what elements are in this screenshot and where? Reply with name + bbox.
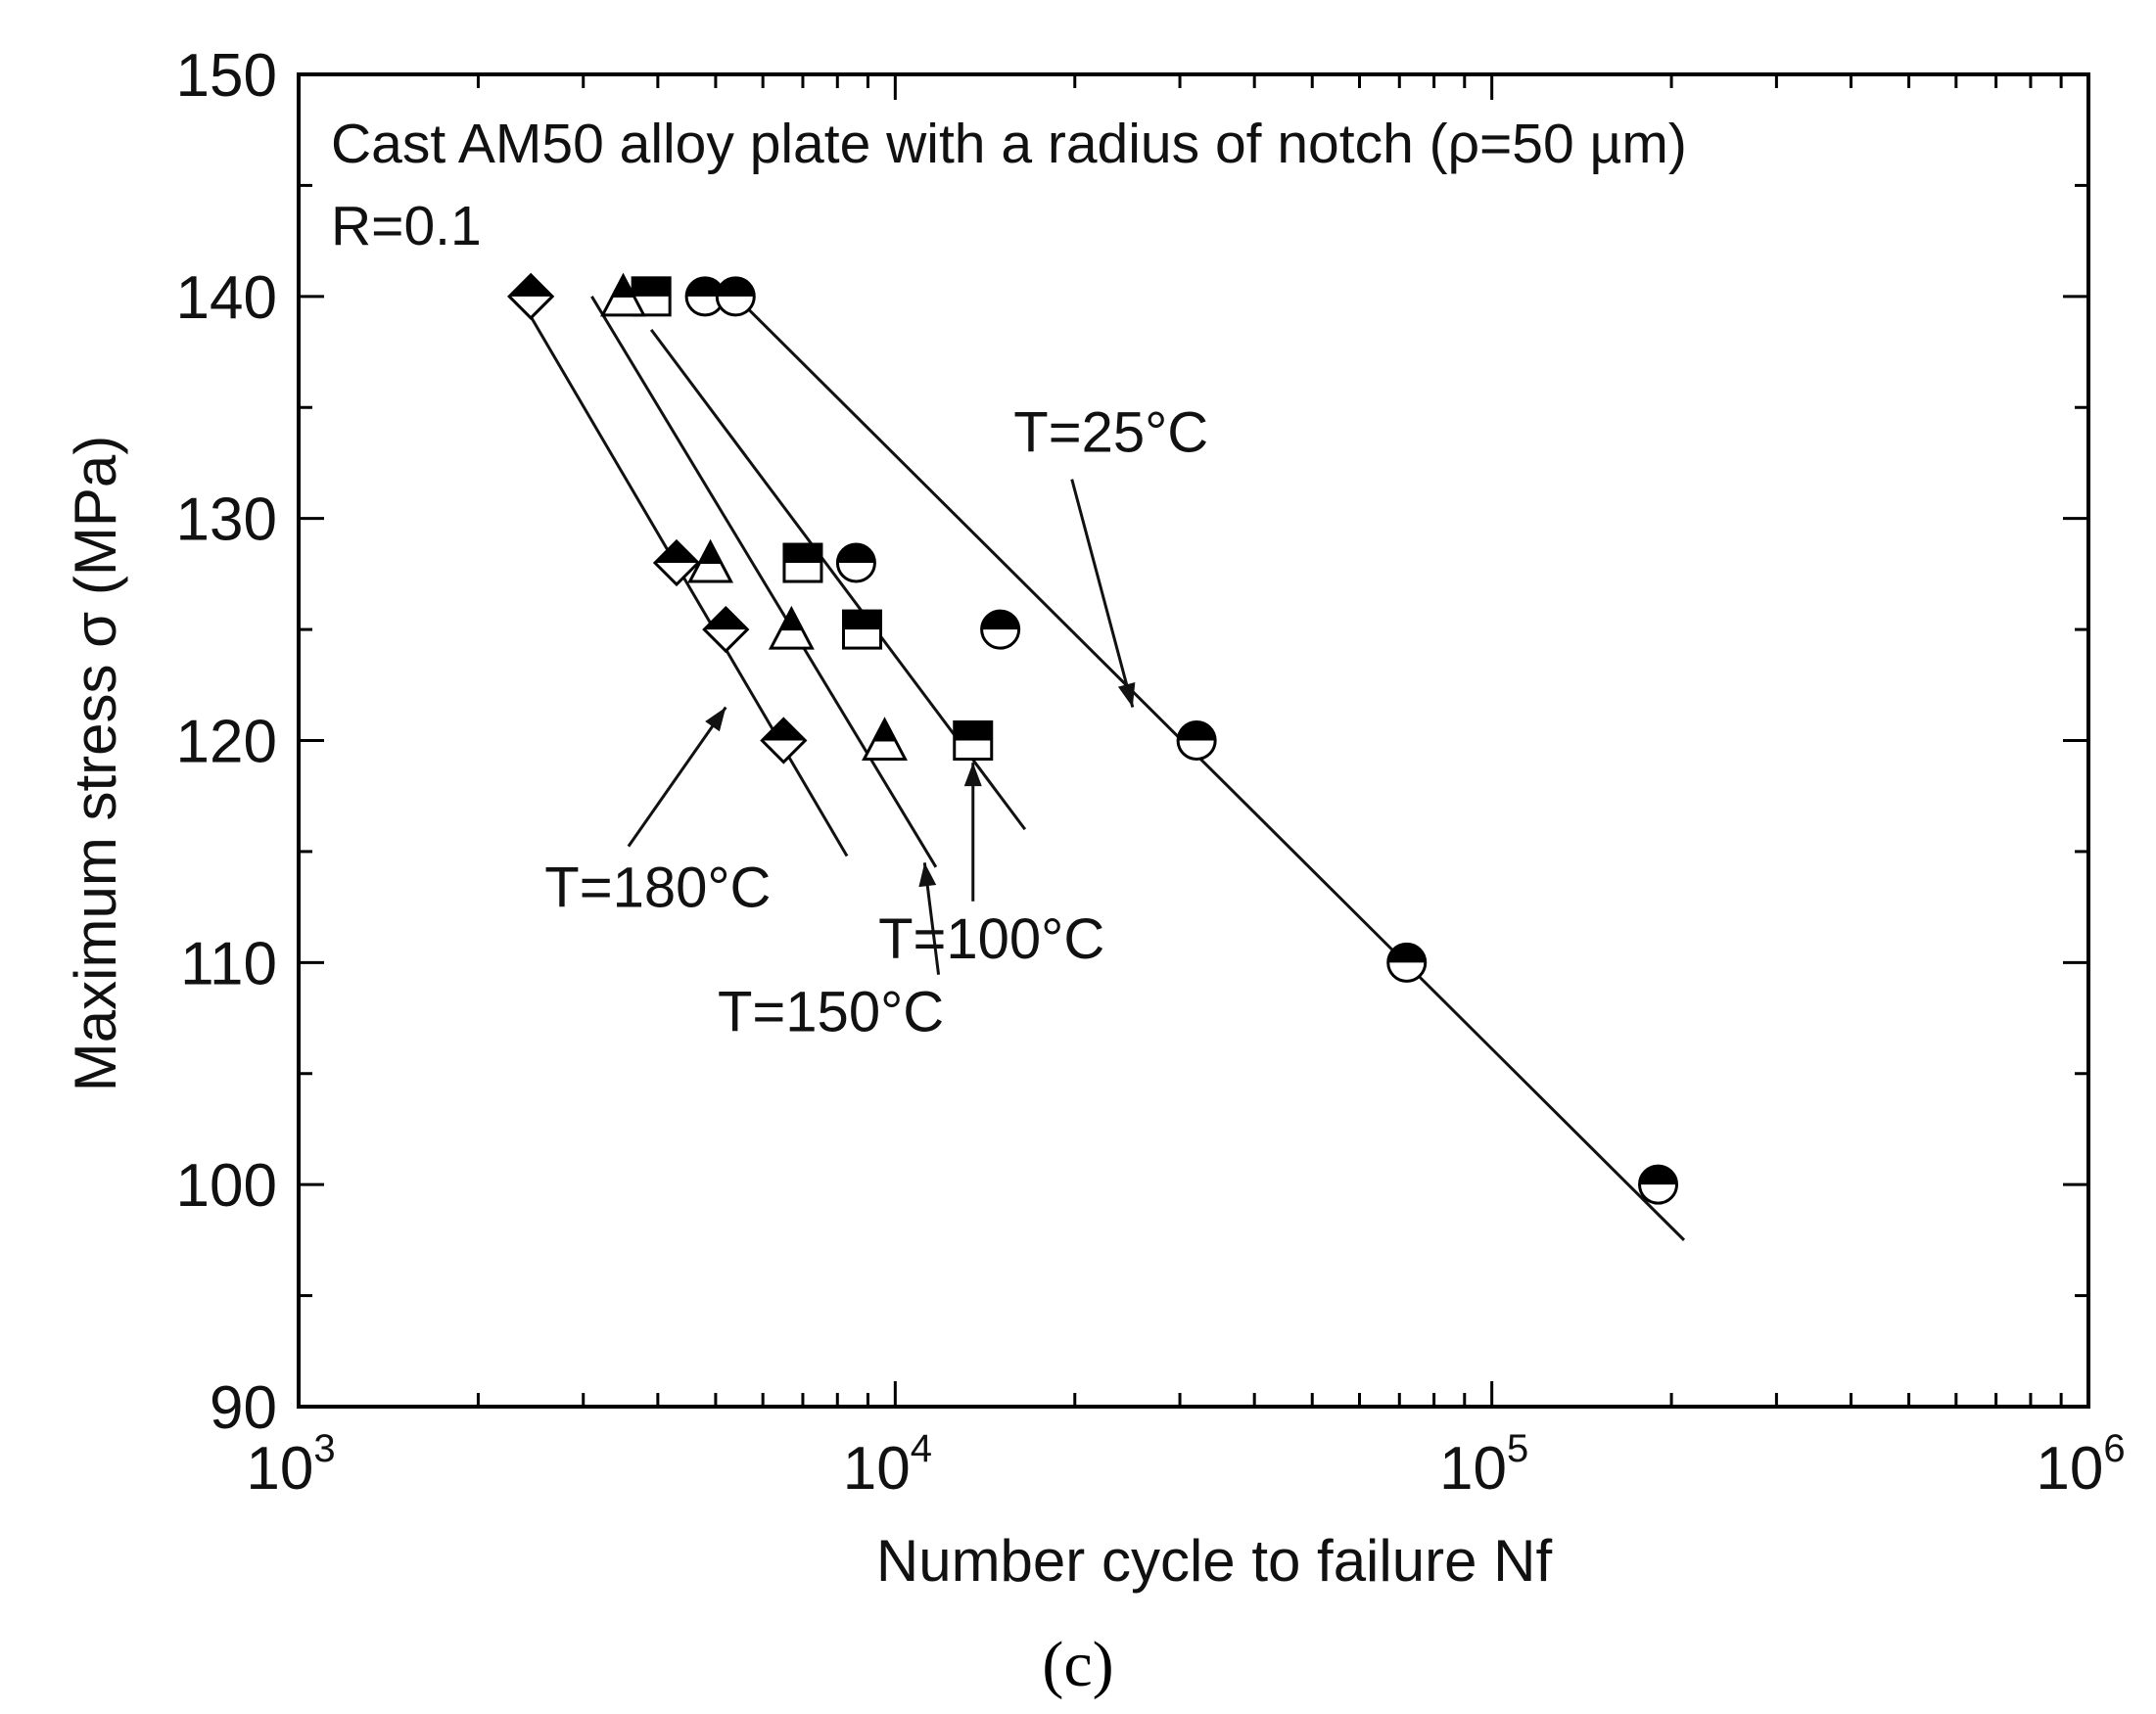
y-tick-label: 120 (176, 709, 277, 776)
data-point-circle (684, 276, 726, 317)
marker-fill (762, 718, 806, 741)
marker-fill (1178, 721, 1216, 741)
marker-fill (872, 719, 897, 742)
data-point-diamond (507, 272, 555, 320)
data-point-triangle (687, 538, 734, 583)
data-point-triangle (862, 717, 909, 761)
fit-line (590, 296, 938, 868)
x-tick-exponent: 4 (911, 1427, 932, 1470)
data-point-circle (835, 542, 876, 583)
x-tick-base: 10 (843, 1435, 911, 1503)
marker-fill (837, 544, 875, 564)
annotation-title: Cast AM50 alloy plate with a radius of n… (331, 113, 1687, 175)
data-point-square (953, 720, 994, 761)
x-tick-exponent: 3 (313, 1427, 335, 1470)
arrow-head (918, 862, 937, 888)
arrow-shaft (1070, 479, 1135, 708)
data-point-diamond (702, 605, 750, 654)
y-tick-label: 130 (176, 486, 277, 554)
annotation-arrows (627, 479, 1136, 975)
data-point-circle (1176, 720, 1217, 761)
marker-fill (1639, 1166, 1677, 1185)
marker-fill (704, 608, 748, 630)
y-tick-label: 140 (176, 264, 277, 332)
data-point-triangle (600, 272, 647, 317)
y-tick-label: 150 (176, 42, 277, 110)
marker-fill (654, 541, 698, 564)
marker-fill (611, 275, 635, 298)
x-tick-base: 10 (246, 1435, 313, 1503)
data-point-circle (715, 276, 756, 317)
data-point-diamond (652, 538, 701, 587)
y-axis-label: Maximum stress σ (MPa) (63, 436, 128, 1091)
marker-fill (686, 277, 725, 297)
series-label: T=100°C (878, 907, 1104, 971)
data-point-triangle (768, 605, 815, 650)
marker-fill (954, 721, 992, 741)
marker-fill (1387, 944, 1426, 963)
y-tick-label: 90 (210, 1374, 277, 1442)
x-tick-exponent: 5 (1507, 1427, 1528, 1470)
annotation-ratio: R=0.1 (331, 195, 482, 257)
arrow-head (705, 707, 726, 732)
data-point-circle (980, 609, 1021, 650)
y-tick-label: 100 (176, 1152, 277, 1220)
y-tick-label: 110 (180, 930, 277, 997)
x-tick-exponent: 6 (2103, 1427, 2125, 1470)
data-point-square (842, 609, 883, 650)
data-markers (507, 272, 1679, 1205)
marker-fill (843, 611, 881, 630)
x-tick-label: 104 (843, 1427, 932, 1503)
x-axis-label: Number cycle to failure Nf (876, 1528, 1553, 1594)
x-tick-label: 105 (1439, 1427, 1528, 1503)
data-point-square (782, 542, 823, 583)
data-point-circle (1386, 942, 1428, 983)
series-label: T=150°C (718, 981, 944, 1044)
x-tick-label: 103 (246, 1427, 335, 1503)
marker-fill (981, 611, 1019, 630)
marker-fill (783, 544, 821, 564)
x-tick-base: 10 (1439, 1435, 1507, 1503)
data-point-circle (1638, 1164, 1679, 1205)
x-tick-label: 106 (2036, 1427, 2125, 1503)
panel-label: (c) (1042, 1629, 1113, 1700)
x-tick-base: 10 (2036, 1435, 2103, 1503)
arrow-head (963, 763, 982, 787)
arrow-head (1117, 681, 1136, 708)
plot-frame (297, 72, 2090, 1409)
series-label: T=180°C (544, 857, 771, 920)
data-point-diamond (760, 717, 808, 764)
series-label: T=25°C (1013, 401, 1208, 465)
series-labels: T=25°C T=100°C T=150°C T=180°C (544, 401, 1208, 1044)
marker-fill (717, 277, 755, 297)
marker-fill (633, 277, 671, 297)
marker-fill (509, 274, 553, 297)
fit-line (734, 295, 1686, 1241)
marker-fill (779, 609, 803, 631)
arrow-shaft (627, 706, 727, 848)
fit-line (524, 306, 849, 857)
marker-fill (699, 542, 723, 565)
